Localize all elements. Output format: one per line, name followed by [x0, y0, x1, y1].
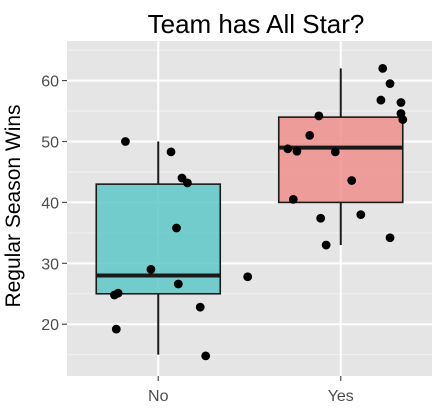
data-point: [321, 240, 331, 250]
data-point: [356, 210, 366, 219]
data-point: [121, 137, 130, 146]
data-point: [292, 146, 302, 156]
data-point: [283, 144, 293, 154]
y-tick-label: 50: [41, 135, 59, 152]
data-point: [396, 98, 406, 107]
data-point: [146, 265, 156, 274]
data-point: [111, 324, 121, 334]
data-point: [398, 115, 408, 124]
data-point: [172, 223, 181, 233]
data-point: [385, 233, 395, 243]
data-point: [385, 79, 395, 89]
y-tick-label: 60: [41, 74, 59, 91]
data-point: [314, 111, 324, 121]
x-tick-label: Yes: [328, 388, 354, 405]
data-point: [347, 176, 357, 185]
data-point: [183, 178, 192, 188]
data-point: [110, 290, 119, 300]
boxes: [95, 68, 404, 355]
box-yes: [277, 68, 404, 246]
y-tick-labels: 20 30 40 50 60: [41, 74, 67, 334]
chart-title: Team has All Star?: [148, 9, 365, 39]
data-points: [110, 64, 408, 361]
y-tick-label: 40: [41, 195, 59, 212]
data-point: [243, 272, 253, 282]
data-point: [378, 64, 388, 73]
y-axis-label: Regular Season Wins: [2, 104, 25, 307]
box-no: [95, 141, 222, 355]
data-point: [376, 95, 386, 105]
data-point: [166, 147, 176, 157]
data-point: [316, 213, 326, 223]
data-point: [305, 131, 315, 140]
data-point: [288, 194, 298, 204]
x-tick-labels: No Yes: [148, 376, 354, 405]
data-point: [173, 279, 183, 289]
data-point: [330, 147, 340, 157]
y-tick-label: 30: [41, 256, 59, 273]
y-tick-label: 20: [41, 317, 59, 334]
data-point: [201, 351, 211, 361]
box-iqr: [277, 116, 404, 204]
data-point: [195, 302, 205, 312]
x-tick-label: No: [148, 388, 169, 405]
